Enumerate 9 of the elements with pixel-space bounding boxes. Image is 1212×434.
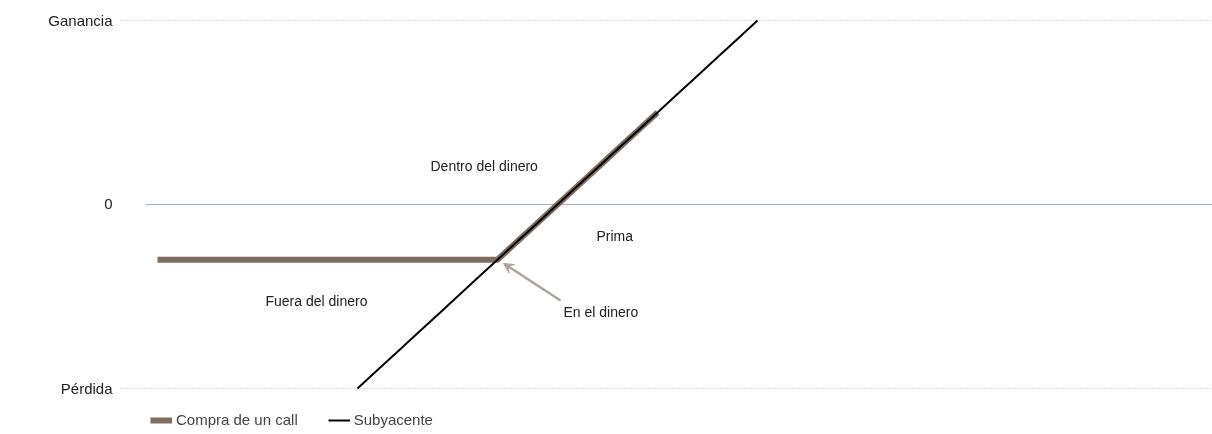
text: Pérdida <box>60 380 114 397</box>
annotation: Prima <box>596 227 634 244</box>
legend-label: Compra de un call <box>176 411 298 428</box>
annotation: En el dinero <box>563 303 639 320</box>
text: Ganancia <box>48 12 114 29</box>
text: 0 <box>104 194 113 212</box>
annotation: Fuera del dinero <box>265 292 368 309</box>
legend-label: Subyacente <box>353 411 433 428</box>
annotation: Dentro del dinero <box>430 157 539 174</box>
